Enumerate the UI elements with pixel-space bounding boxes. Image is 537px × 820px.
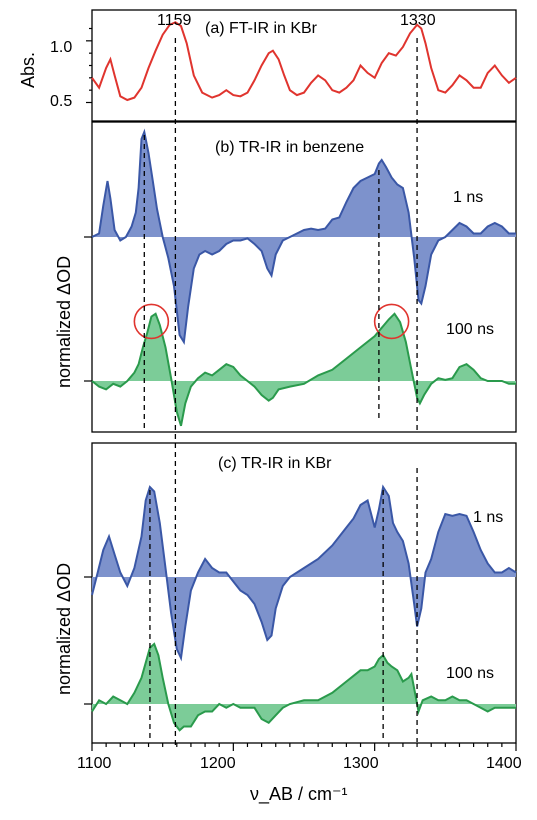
x-axis: 1100 1200 1300 1400 ν_AB / cm⁻¹ [77, 755, 522, 805]
benzene-100ns-line [91, 312, 516, 427]
highlight-circles [133, 303, 410, 340]
kbr-1ns-label: 1 ns [473, 509, 503, 526]
panel-a: (a) FT-IR in KBr 1159 1330 0.5 1.0 Abs. [18, 9, 517, 122]
benzene-1ns-fill [92, 132, 516, 342]
ftir-line [91, 21, 517, 102]
panel-c-title: (c) TR-IR in KBr [218, 455, 332, 472]
panel-c-ylabel-text: normalized ΔOD [54, 563, 74, 695]
x-axis-label: ν_AB / cm⁻¹ [250, 784, 348, 805]
panel-a-ticks [86, 27, 92, 104]
panel-c-ticks [84, 576, 517, 751]
panel-a-ylabel: Abs. [18, 52, 38, 88]
kbr-100ns-label: 100 ns [446, 665, 494, 682]
benzene-1ns-label: 1 ns [453, 189, 483, 206]
dashed-guides [143, 38, 418, 745]
panel-b: (b) TR-IR in benzene 1 ns 100 ns normali… [54, 121, 517, 433]
panel-b-ylabel: normalized ΔOD [54, 256, 74, 388]
highlight-circle-1 [133, 303, 170, 340]
kbr-100ns-line [91, 642, 516, 732]
panel-b-frame [91, 121, 517, 433]
kbr-100ns-fill [92, 644, 516, 731]
benzene-1ns-line [91, 128, 516, 345]
panel-b-title: (b) TR-IR in benzene [215, 139, 364, 156]
xtick-label-1200: 1200 [200, 755, 236, 772]
highlight-circle-2 [373, 303, 410, 340]
panel-b-ticks [84, 236, 92, 382]
ytick-label-1.0: 1.0 [50, 39, 72, 56]
ytick-label-0.5: 0.5 [50, 93, 72, 110]
panel-c-ylabel: normalized ΔOD [54, 563, 74, 695]
xtick-label-1100: 1100 [77, 755, 112, 772]
peak-label-1330: 1330 [400, 12, 436, 29]
xtick-label-1400: 1400 [486, 755, 522, 772]
kbr-1ns-line [91, 484, 517, 662]
benzene-100ns-label: 100 ns [446, 321, 494, 338]
xtick-label-1300: 1300 [343, 755, 379, 772]
kbr-1ns-fill [92, 487, 516, 658]
panel-b-ylabel-text: normalized ΔOD [54, 256, 74, 388]
peak-label-1159: 1159 [157, 12, 192, 29]
panel-a-title: (a) FT-IR in KBr [205, 20, 318, 37]
panel-c: (c) TR-IR in KBr 1 ns 100 ns normalized … [54, 442, 517, 751]
